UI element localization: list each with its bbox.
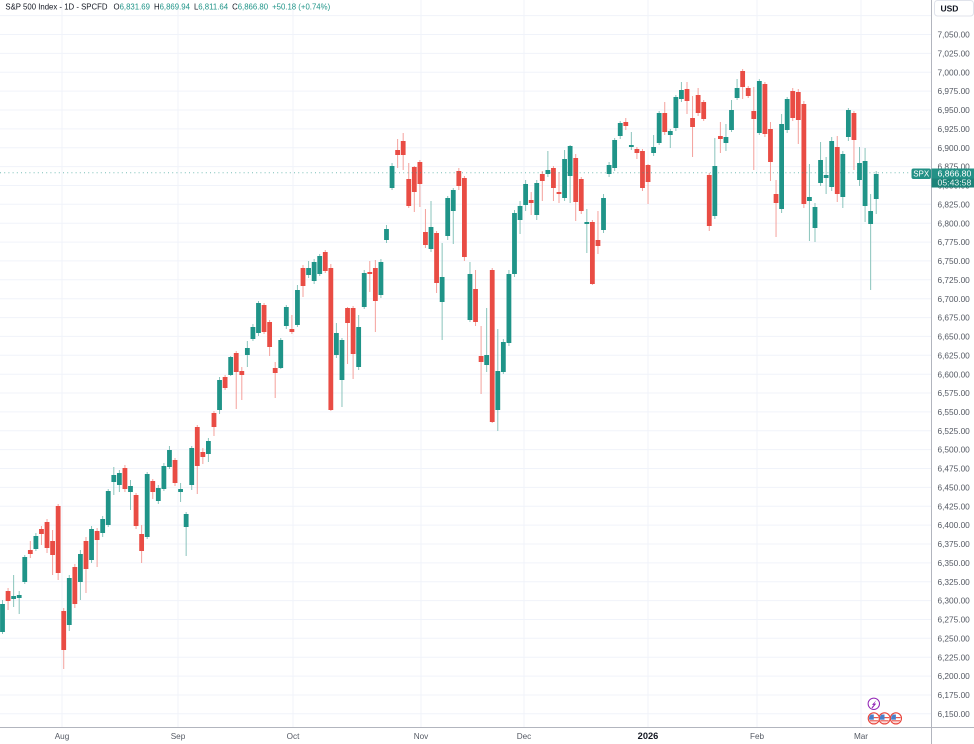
svg-text:6,900.00: 6,900.00: [938, 143, 971, 153]
svg-text:6,450.00: 6,450.00: [938, 483, 971, 493]
svg-text:6,950.00: 6,950.00: [938, 105, 971, 115]
svg-text:6,175.00: 6,175.00: [938, 690, 971, 700]
svg-text:SPX: SPX: [913, 169, 930, 178]
svg-text:6,350.00: 6,350.00: [938, 558, 971, 568]
svg-text:6,275.00: 6,275.00: [938, 615, 971, 625]
svg-text:6,550.00: 6,550.00: [938, 407, 971, 417]
svg-text:6,700.00: 6,700.00: [938, 294, 971, 304]
svg-text:USD: USD: [941, 3, 959, 13]
svg-text:Aug: Aug: [55, 732, 70, 741]
svg-text:05:43:58: 05:43:58: [938, 178, 972, 188]
svg-text:6,866.80: 6,866.80: [938, 169, 972, 179]
svg-text:2026: 2026: [638, 731, 659, 741]
svg-text:6,375.00: 6,375.00: [938, 539, 971, 549]
svg-text:6,300.00: 6,300.00: [938, 596, 971, 606]
svg-text:6,475.00: 6,475.00: [938, 464, 971, 474]
svg-text:7,000.00: 7,000.00: [938, 67, 971, 77]
svg-text:Nov: Nov: [414, 732, 429, 741]
svg-text:Feb: Feb: [750, 732, 765, 741]
svg-text:6,150.00: 6,150.00: [938, 709, 971, 719]
svg-text:7,050.00: 7,050.00: [938, 30, 971, 40]
svg-text:6,400.00: 6,400.00: [938, 520, 971, 530]
svg-text:Mar: Mar: [854, 732, 868, 741]
svg-text:6,325.00: 6,325.00: [938, 577, 971, 587]
svg-text:6,225.00: 6,225.00: [938, 652, 971, 662]
svg-text:6,775.00: 6,775.00: [938, 237, 971, 247]
svg-text:6,650.00: 6,650.00: [938, 332, 971, 342]
svg-text:6,200.00: 6,200.00: [938, 671, 971, 681]
svg-text:6,625.00: 6,625.00: [938, 350, 971, 360]
svg-text:6,600.00: 6,600.00: [938, 369, 971, 379]
svg-text:6,250.00: 6,250.00: [938, 633, 971, 643]
svg-text:6,800.00: 6,800.00: [938, 218, 971, 228]
svg-text:6,975.00: 6,975.00: [938, 86, 971, 96]
svg-text:6,675.00: 6,675.00: [938, 313, 971, 323]
svg-text:Dec: Dec: [517, 732, 532, 741]
svg-text:6,875.00: 6,875.00: [938, 162, 971, 172]
svg-text:6,575.00: 6,575.00: [938, 388, 971, 398]
svg-text:6,500.00: 6,500.00: [938, 445, 971, 455]
svg-text:6,425.00: 6,425.00: [938, 501, 971, 511]
svg-text:Sep: Sep: [171, 732, 186, 741]
svg-text:6,525.00: 6,525.00: [938, 426, 971, 436]
svg-text:Oct: Oct: [287, 732, 300, 741]
svg-text:7,025.00: 7,025.00: [938, 49, 971, 59]
svg-text:6,925.00: 6,925.00: [938, 124, 971, 134]
svg-text:6,750.00: 6,750.00: [938, 256, 971, 266]
svg-text:6,725.00: 6,725.00: [938, 275, 971, 285]
svg-text:6,825.00: 6,825.00: [938, 199, 971, 209]
